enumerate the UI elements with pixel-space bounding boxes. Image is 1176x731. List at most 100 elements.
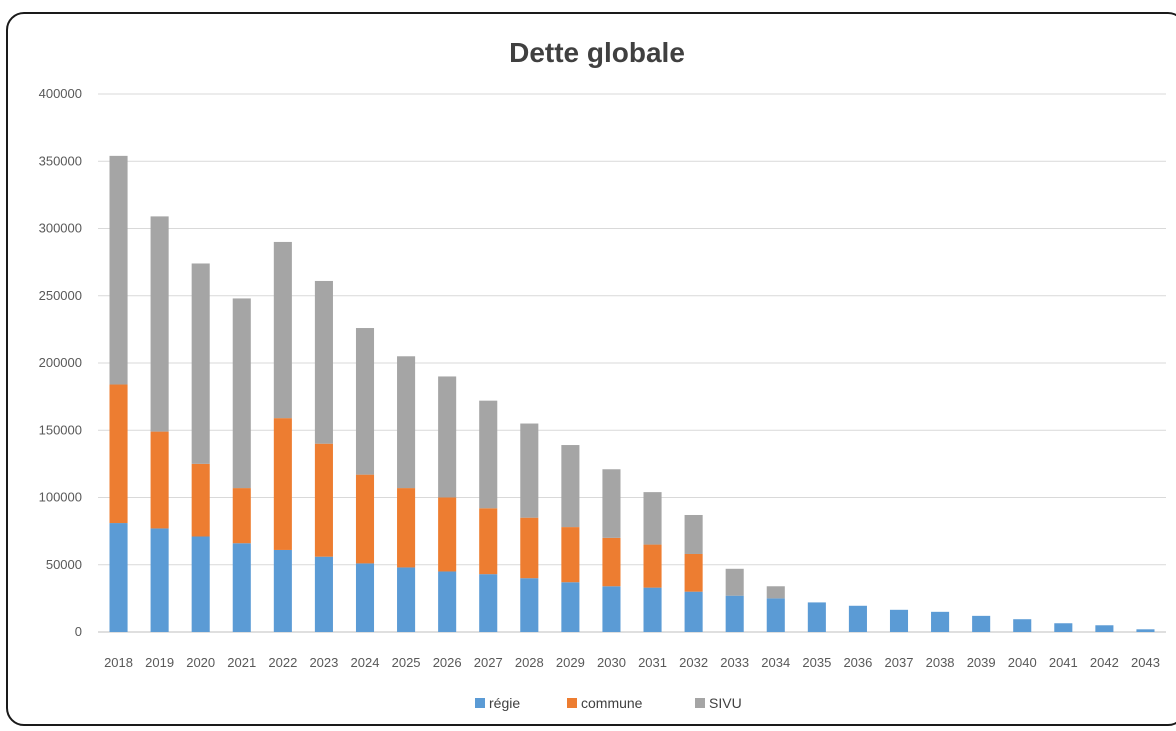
y-tick-label: 0 — [75, 624, 82, 639]
bar-segment — [725, 595, 744, 632]
bar-segment — [848, 605, 867, 632]
x-tick-label: 2034 — [761, 655, 790, 670]
bar-segment — [602, 537, 621, 587]
x-tick-label: 2033 — [720, 655, 749, 670]
bar-segment — [520, 423, 539, 518]
bar-segment — [520, 517, 539, 579]
bar-segment — [520, 578, 539, 632]
bar-segment — [191, 263, 210, 464]
bar-segment — [684, 514, 703, 554]
x-tick-label: 2025 — [392, 655, 421, 670]
bar-segment — [109, 523, 128, 632]
y-tick-label: 300000 — [39, 221, 82, 236]
bars — [109, 155, 1155, 632]
y-tick-label: 400000 — [39, 86, 82, 101]
x-tick-label: 2041 — [1049, 655, 1078, 670]
x-tick-label: 2035 — [802, 655, 831, 670]
x-tick-label: 2021 — [227, 655, 256, 670]
bar-segment — [807, 602, 826, 632]
bar-segment — [150, 216, 169, 432]
x-tick-label: 2043 — [1131, 655, 1160, 670]
y-tick-label: 200000 — [39, 355, 82, 370]
bar-segment — [397, 488, 416, 568]
bar-segment — [397, 356, 416, 489]
legend-label: SIVU — [709, 695, 742, 711]
y-axis: 0 50000 100000 150000 200000 250000 300000 3500… — [39, 86, 82, 639]
legend-item: SIVU — [695, 695, 742, 711]
x-tick-label: 2027 — [474, 655, 503, 670]
legend-item: commune — [567, 695, 643, 711]
bar-segment — [355, 563, 375, 632]
legend-swatch — [695, 698, 705, 708]
bar-segment — [684, 591, 703, 632]
bar-segment — [191, 536, 210, 632]
bar-segment — [438, 497, 457, 572]
legend-swatch — [567, 698, 577, 708]
bar-segment — [766, 586, 785, 599]
x-tick-label: 2042 — [1090, 655, 1119, 670]
bar-segment — [355, 328, 375, 475]
bar-segment — [438, 571, 457, 632]
bar-segment — [643, 544, 662, 588]
bar-segment — [438, 376, 457, 498]
x-tick-label: 2031 — [638, 655, 667, 670]
bar-segment — [1054, 623, 1073, 632]
bar-segment — [273, 241, 292, 419]
bar-segment — [561, 445, 580, 528]
bar-segment — [602, 469, 621, 538]
x-tick-label: 2023 — [309, 655, 338, 670]
bar-segment — [314, 280, 333, 444]
bar-segment — [150, 431, 169, 529]
bar-segment — [479, 508, 498, 575]
bar-segment — [643, 587, 662, 632]
x-tick-label: 2019 — [145, 655, 174, 670]
bar-segment — [314, 443, 333, 557]
bar-segment — [643, 492, 662, 545]
bar-segment — [397, 567, 416, 632]
x-tick-label: 2020 — [186, 655, 215, 670]
x-tick-label: 2022 — [268, 655, 297, 670]
legend-label: régie — [489, 695, 520, 711]
legend-item: régie — [475, 695, 520, 711]
legend-swatch — [475, 698, 485, 708]
x-tick-label: 2040 — [1008, 655, 1037, 670]
x-axis: 2018 2019 2020 2021 2022 2023 2024 2025 2026 2027… — [104, 655, 1160, 670]
bar-segment — [602, 586, 621, 632]
bar-segment — [232, 488, 251, 544]
bar-segment — [479, 574, 498, 632]
bar-segment — [355, 474, 375, 564]
bar-segment — [232, 543, 251, 632]
chart-title: Dette globale — [509, 37, 685, 68]
bar-segment — [725, 568, 744, 596]
bar-segment — [109, 384, 128, 524]
bar-segment — [766, 598, 785, 632]
x-tick-label: 2018 — [104, 655, 133, 670]
bar-segment — [561, 527, 580, 583]
bar-segment — [273, 549, 292, 632]
bar-segment — [150, 528, 169, 632]
legend: régie commune SIVU — [475, 695, 742, 711]
bar-segment — [561, 582, 580, 632]
bar-segment — [684, 553, 703, 592]
bar-segment — [314, 556, 333, 632]
x-tick-label: 2029 — [556, 655, 585, 670]
bar-segment — [1095, 625, 1114, 632]
y-tick-label: 50000 — [46, 557, 82, 572]
x-tick-label: 2038 — [926, 655, 955, 670]
bar-segment — [1136, 629, 1155, 632]
x-tick-label: 2032 — [679, 655, 708, 670]
x-tick-label: 2026 — [433, 655, 462, 670]
legend-label: commune — [581, 695, 643, 711]
x-tick-label: 2037 — [885, 655, 914, 670]
bar-segment — [1013, 619, 1032, 632]
bar-segment — [109, 155, 128, 385]
bar-segment — [232, 298, 251, 489]
x-tick-label: 2028 — [515, 655, 544, 670]
bar-segment — [931, 611, 950, 632]
y-tick-label: 250000 — [39, 288, 82, 303]
gridlines — [98, 93, 1166, 633]
bar-segment — [191, 463, 210, 537]
bar-segment — [972, 615, 991, 632]
bar-segment — [273, 418, 292, 550]
